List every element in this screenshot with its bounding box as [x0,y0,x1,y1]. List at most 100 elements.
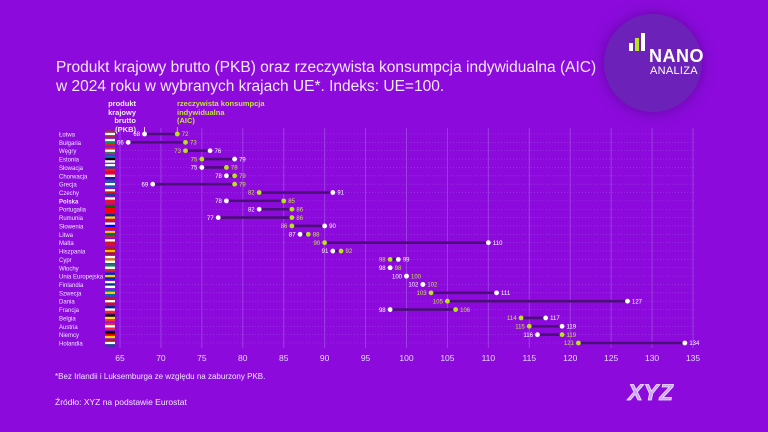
gdp-value-label: 110 [493,241,503,247]
gdp-point [256,206,262,212]
country-label: Belgia [59,316,76,322]
aic-point [518,315,524,321]
flag-icon [105,155,115,159]
gdp-point [330,190,336,195]
x-tick-label: 80 [238,353,248,363]
flag-icon [105,193,115,197]
flag-icon [105,316,115,320]
flag-icon [105,227,115,230]
flag-icon [105,277,115,280]
country-label: Rumunia [59,216,84,222]
flag-icon [105,322,115,326]
gdp-point [224,173,229,179]
flag-icon [105,182,115,186]
aic-value-label: 86 [296,216,303,222]
flag-icon [105,239,115,242]
aic-point [576,340,581,346]
flag-icon [105,333,115,336]
country-label: Niemcy [59,333,79,339]
country-label: Chorwacja [59,174,88,180]
x-tick-label: 70 [156,353,166,363]
flag-icon [105,180,115,184]
flag-icon [105,185,115,188]
gdp-value-label: 117 [550,316,560,322]
flag-icon [105,157,115,161]
flag-icon [105,310,115,314]
gdp-point [387,307,393,312]
country-label: Unia Europejska [59,275,104,281]
aic-value-label: 73 [174,149,181,155]
aic-point [453,307,459,312]
x-tick-label: 135 [686,353,700,363]
flag-icon [105,331,115,334]
flag-icon [105,191,115,194]
gdp-value-label: 75 [191,166,198,172]
gdp-value-label: 68 [133,132,140,138]
aic-value-label: 79 [239,182,246,188]
country-label: Malta [59,241,74,247]
x-tick-label: 110 [482,353,496,363]
gdp-value-label: 98 [379,266,386,272]
flag-icon [105,172,115,175]
country-label: Austria [59,325,78,331]
gdp-value-label: 87 [289,233,296,239]
flag-icon [105,285,115,289]
flag-icon [105,243,115,247]
country-label: Łotwa [59,133,76,139]
flag-icon [105,214,115,217]
gdp-value-label: 82 [248,207,255,213]
aic-point [232,173,238,179]
gdp-value-label: 76 [215,149,222,155]
flag-icon [105,216,115,219]
gdp-value-label: 119 [567,324,577,330]
flag-icon [105,247,115,250]
title-line-2: w 2024 roku w wybranych krajach UE*. Ind… [56,78,445,95]
country-label: Bułgaria [59,141,82,147]
aic-value-label: 102 [427,283,438,289]
legend-gdp: produkt krajowy brutto (PKB) [108,99,136,134]
flag-icon [105,210,115,213]
gdp-point [559,323,565,329]
aic-value-label: 88 [313,233,320,239]
gdp-point [297,231,303,237]
gdp-value-label: 77 [207,216,214,222]
flag-icon [105,268,115,272]
flag-icon [105,249,115,253]
aic-value-label: 73 [190,141,197,147]
country-label: Portugalia [59,208,87,214]
gdp-value-label: 102 [408,283,419,289]
country-label: Słowenia [59,224,84,230]
country-label: Polska [59,199,79,205]
source-note: Źródło: XYZ na podstawie Eurostat [55,397,187,407]
flag-icon [105,218,115,222]
country-label: Estonia [59,158,80,164]
country-label: Czechy [59,191,79,197]
flag-icon [105,208,115,211]
aic-value-label: 90 [313,241,320,247]
flag-icon [105,176,115,180]
x-tick-label: 90 [320,353,330,363]
gdp-point [543,315,549,321]
gdp-point [682,340,688,346]
aic-point [305,231,311,237]
aic-value-label: 121 [564,341,575,347]
aic-point [387,257,393,262]
flag-icon [105,235,115,238]
flag-icon [105,258,115,261]
aic-value-label: 100 [411,274,422,280]
gdp-point [535,332,540,338]
aic-value-label: 78 [231,166,238,172]
aic-point [289,223,295,229]
flag-icon [105,302,115,305]
gdp-point [485,240,491,246]
title-line-1: Produkt krajowy brutto (PKB) oraz rzeczy… [56,59,597,76]
footnote: *Bez Irlandii i Luksemburga ze względu n… [55,372,266,381]
gdp-value-label: 127 [632,299,643,305]
flag-icon [105,149,115,152]
aic-value-label: 98 [395,266,402,272]
flag-icon [105,327,115,330]
flag-icon [105,166,115,169]
aic-point [289,206,295,212]
country-label: Cypr [59,258,72,264]
gdp-point [207,148,213,154]
